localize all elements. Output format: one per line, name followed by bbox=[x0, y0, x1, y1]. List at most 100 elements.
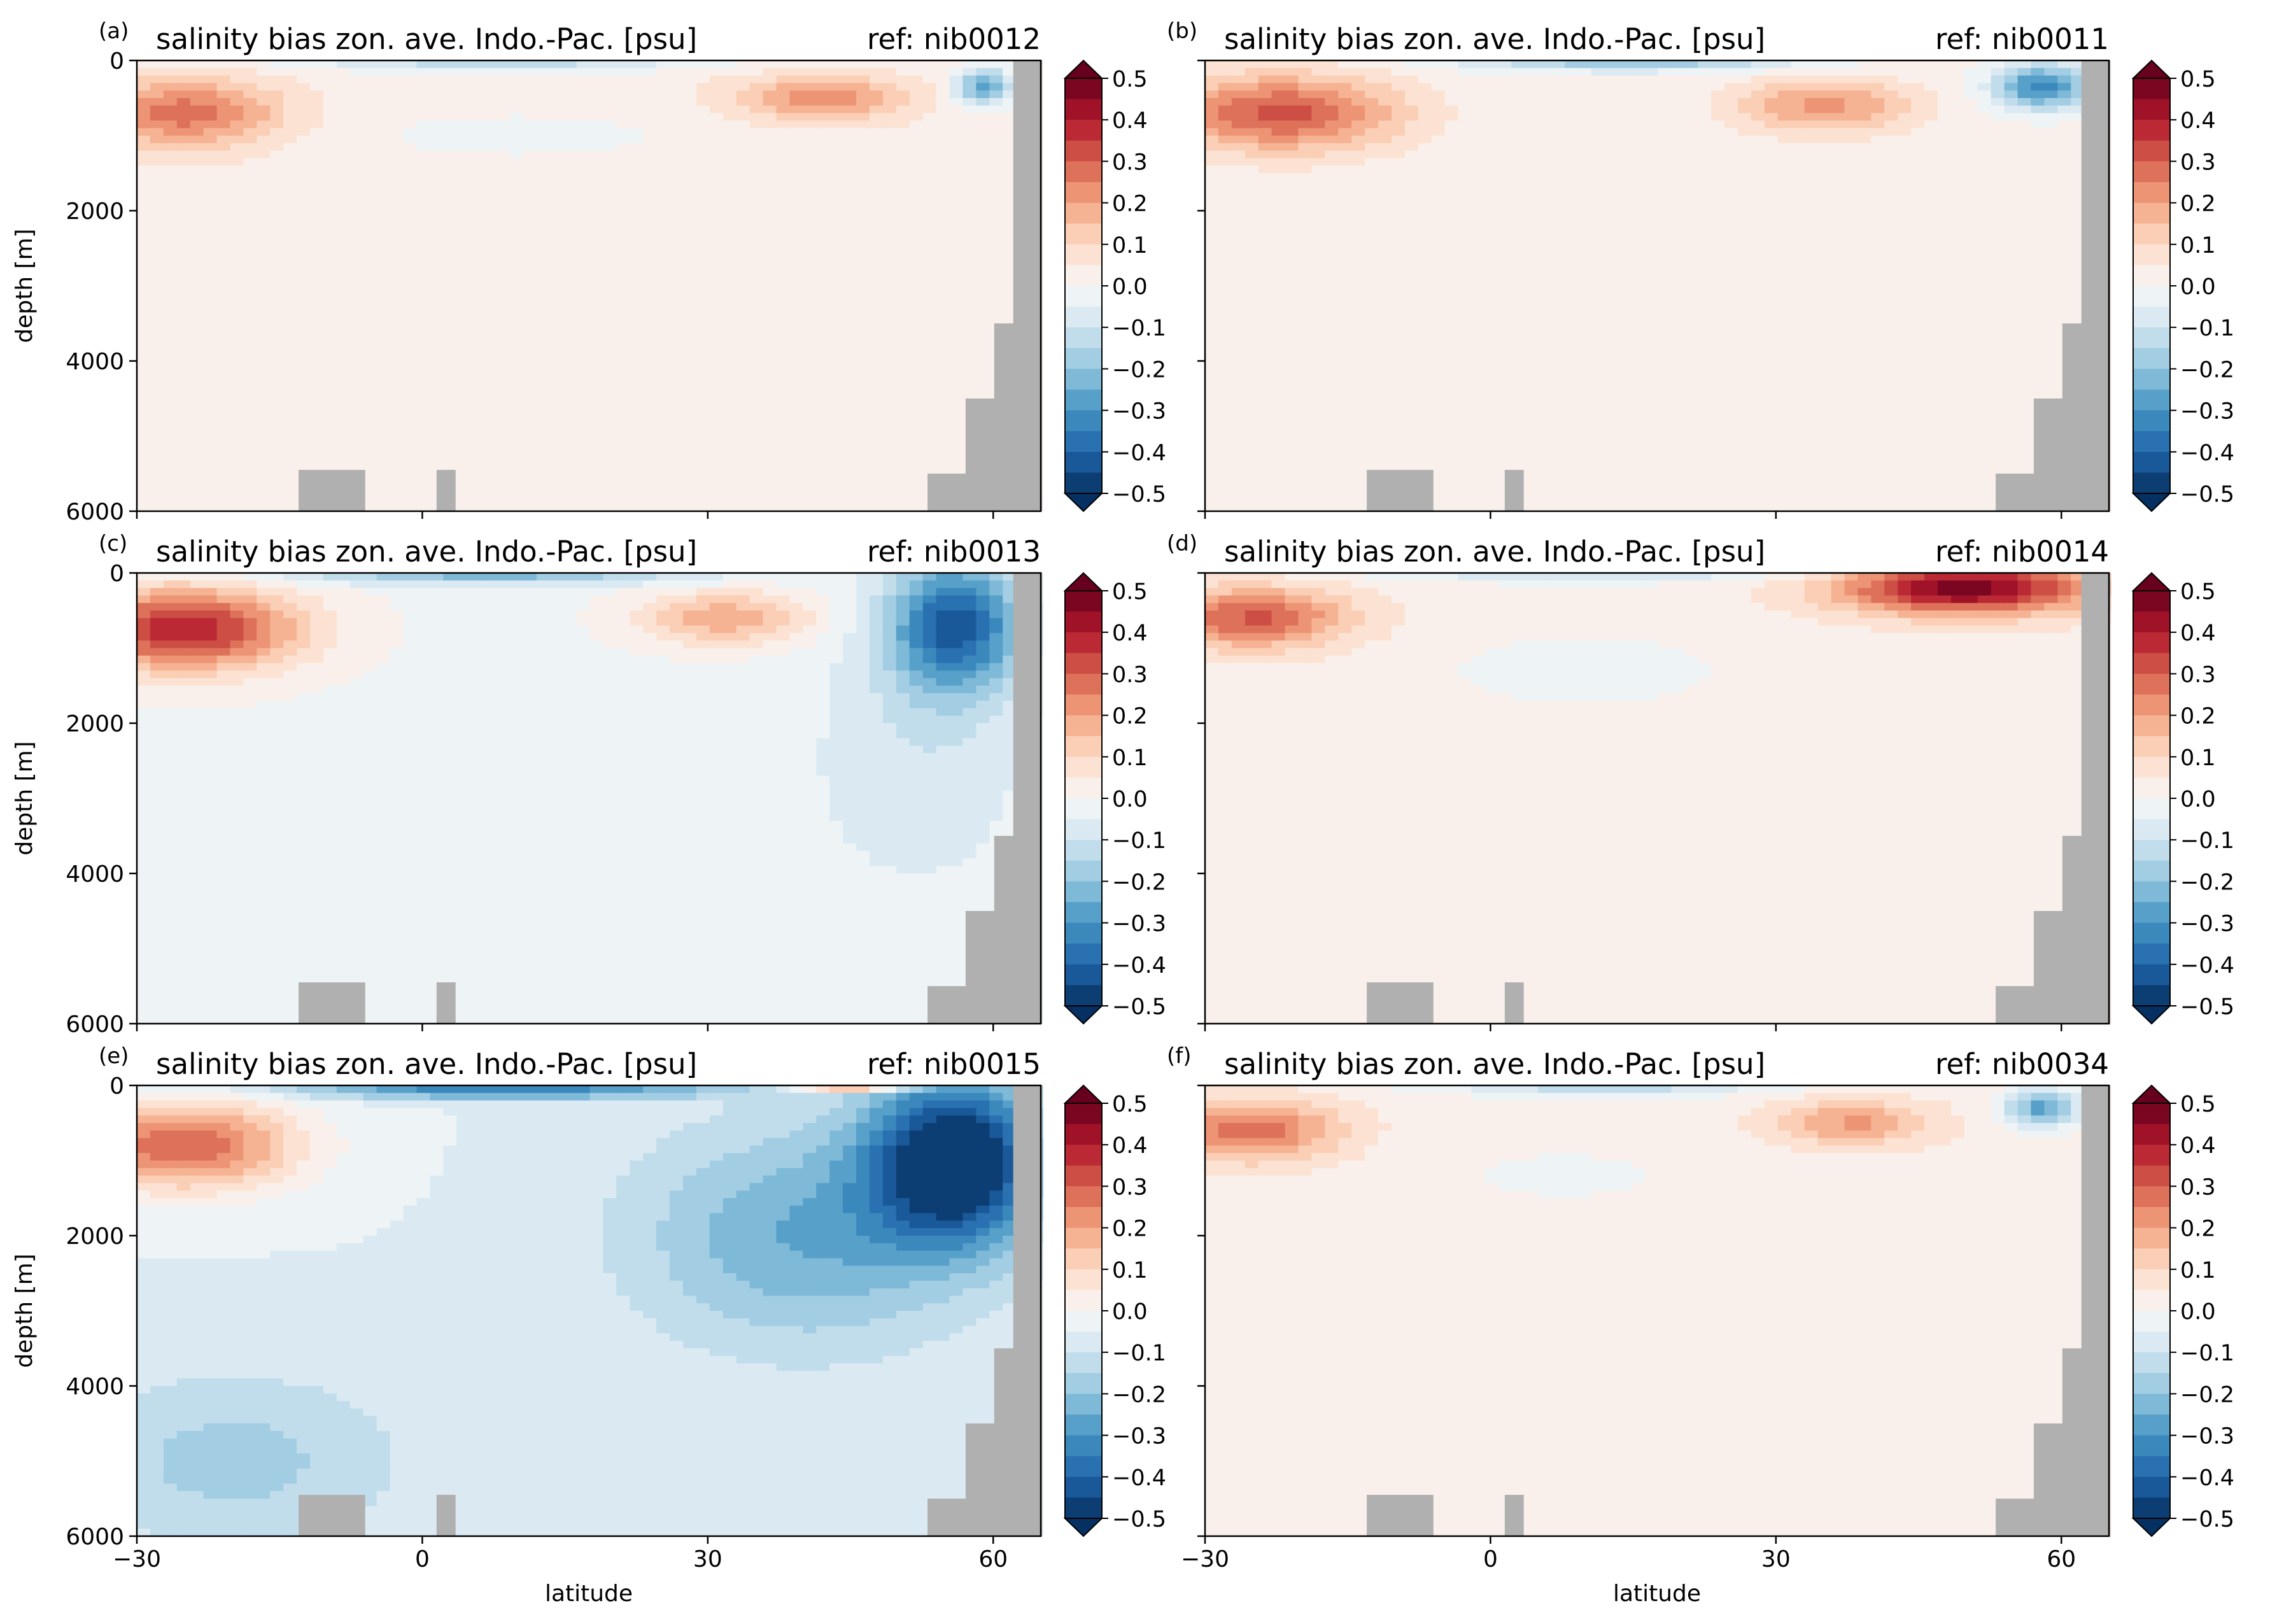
panel-title: salinity bias zon. ave. Indo.-Pac. [psu] bbox=[1224, 1047, 1765, 1081]
colorbar-level bbox=[2133, 1497, 2170, 1518]
colorbar-level bbox=[2133, 757, 2170, 778]
colorbar-tick-label: 0.0 bbox=[1112, 1299, 1148, 1325]
colorbar-level bbox=[2133, 411, 2170, 432]
colorbar-level bbox=[2133, 223, 2170, 244]
colorbar-tick-label: −0.1 bbox=[2180, 316, 2234, 341]
colorbar-level bbox=[1065, 695, 1102, 716]
x-tick-label: 60 bbox=[978, 1546, 1008, 1572]
colorbar-level bbox=[2133, 1456, 2170, 1477]
colorbar-tick-label: −0.3 bbox=[2180, 1424, 2234, 1450]
colorbar-tick-label: 0.0 bbox=[2180, 1299, 2216, 1325]
colorbar-level bbox=[1065, 369, 1102, 390]
colorbar-tick-label: 0.4 bbox=[1112, 1133, 1148, 1159]
colorbar-level bbox=[2133, 591, 2170, 612]
colorbar-tick-label: 0.2 bbox=[2180, 704, 2216, 730]
colorbar-tick-label: 0.5 bbox=[2180, 67, 2216, 92]
colorbar-level bbox=[1065, 265, 1102, 286]
panel-ref: ref: nib0034 bbox=[1935, 1047, 2109, 1081]
y-axis-label: depth [m] bbox=[11, 1253, 38, 1367]
figure: 0200040006000depth [m](a) salinity bias z… bbox=[0, 0, 2270, 1624]
colorbar-level bbox=[2133, 307, 2170, 328]
colorbar-tick-label: 0.3 bbox=[2180, 150, 2216, 175]
colorbar-level bbox=[1065, 716, 1102, 737]
colorbar-level bbox=[2133, 99, 2170, 120]
colorbar-level bbox=[2133, 1352, 2170, 1373]
colorbar-tick-label: 0.4 bbox=[1112, 108, 1148, 134]
colorbar-level bbox=[1065, 1103, 1102, 1124]
colorbar-tick-label: 0.4 bbox=[1112, 621, 1148, 646]
y-tick-label: 2000 bbox=[66, 1224, 124, 1250]
colorbar-level bbox=[2133, 161, 2170, 182]
colorbar-level bbox=[2133, 1332, 2170, 1353]
colorbar-level bbox=[2133, 286, 2170, 307]
colorbar-level bbox=[2133, 1311, 2170, 1332]
y-tick-label: 4000 bbox=[66, 349, 124, 375]
colorbar-level bbox=[1065, 99, 1102, 120]
colorbar-level bbox=[1065, 612, 1102, 633]
colorbar-level bbox=[1065, 203, 1102, 224]
panel-ref: ref: nib0011 bbox=[1935, 22, 2109, 56]
x-tick-label: 30 bbox=[1761, 1546, 1791, 1572]
colorbar-tick-label: 0.0 bbox=[2180, 787, 2216, 812]
colorbar-level bbox=[1065, 120, 1102, 141]
colorbar-tick-label: −0.5 bbox=[1112, 1507, 1166, 1532]
colorbar-level bbox=[1065, 632, 1102, 653]
colorbar-level bbox=[1065, 161, 1102, 182]
colorbar-level bbox=[1065, 798, 1102, 819]
colorbar-extend-max bbox=[1065, 573, 1102, 591]
colorbar-level bbox=[2133, 1290, 2170, 1311]
colorbar-level bbox=[1065, 1207, 1102, 1228]
colorbar-level bbox=[2133, 1207, 2170, 1228]
colorbar-level bbox=[2133, 203, 2170, 224]
colorbar: 0.50.40.30.20.10.0−0.1−0.2−0.3−0.4−0.5 bbox=[2133, 60, 2234, 511]
colorbar-tick-label: 0.1 bbox=[2180, 1258, 2216, 1283]
colorbar-extend-min bbox=[2133, 1006, 2170, 1024]
colorbar-tick-label: −0.5 bbox=[1112, 482, 1166, 507]
y-tick-label: 6000 bbox=[66, 499, 124, 525]
colorbar-tick-label: −0.4 bbox=[1112, 1465, 1166, 1491]
panel-title: salinity bias zon. ave. Indo.-Pac. [psu] bbox=[156, 22, 697, 56]
colorbar-tick-label: 0.0 bbox=[1112, 787, 1148, 812]
colorbar-level bbox=[2133, 819, 2170, 840]
colorbar-level bbox=[2133, 1124, 2170, 1145]
y-tick-label: 6000 bbox=[66, 1524, 124, 1550]
colorbar-level bbox=[1065, 964, 1102, 985]
x-tick-label: −30 bbox=[1181, 1546, 1229, 1572]
colorbar-level bbox=[2133, 943, 2170, 964]
colorbar-level bbox=[2133, 1373, 2170, 1394]
panel-title: salinity bias zon. ave. Indo.-Pac. [psu] bbox=[1224, 22, 1765, 56]
colorbar-level bbox=[2133, 1269, 2170, 1290]
panel-ref: ref: nib0014 bbox=[1935, 535, 2109, 568]
colorbar-level bbox=[2133, 472, 2170, 493]
colorbar-level bbox=[1065, 1145, 1102, 1166]
colorbar-tick-label: −0.4 bbox=[2180, 441, 2234, 466]
colorbar-level bbox=[2133, 1394, 2170, 1415]
colorbar-level bbox=[2133, 881, 2170, 902]
y-tick-label: 4000 bbox=[66, 1374, 124, 1400]
colorbar-tick-label: −0.2 bbox=[2180, 1382, 2234, 1408]
colorbar-tick-label: −0.4 bbox=[1112, 953, 1166, 978]
colorbar-tick-label: −0.3 bbox=[1112, 1424, 1166, 1450]
colorbar-level bbox=[2133, 244, 2170, 265]
colorbar-level bbox=[1065, 1373, 1102, 1394]
colorbar-level bbox=[1065, 390, 1102, 411]
panel-label: (d) bbox=[1167, 531, 1197, 556]
colorbar-level bbox=[1065, 1290, 1102, 1311]
colorbar-level bbox=[1065, 182, 1102, 203]
colorbar-tick-label: 0.5 bbox=[1112, 67, 1148, 92]
colorbar-level bbox=[2133, 431, 2170, 452]
colorbar-tick-label: 0.2 bbox=[1112, 704, 1148, 730]
colorbar-tick-label: 0.5 bbox=[2180, 1092, 2216, 1117]
colorbar-tick-label: 0.4 bbox=[2180, 108, 2216, 134]
colorbar-level bbox=[1065, 902, 1102, 923]
colorbar-tick-label: −0.2 bbox=[1112, 1382, 1166, 1408]
y-tick-label: 4000 bbox=[66, 861, 124, 887]
panel-label: (a) bbox=[99, 18, 129, 44]
y-axis-label: depth [m] bbox=[11, 229, 38, 342]
colorbar-extend-max bbox=[1065, 1085, 1102, 1103]
colorbar-level bbox=[2133, 1248, 2170, 1269]
colorbar-level bbox=[1065, 1497, 1102, 1518]
